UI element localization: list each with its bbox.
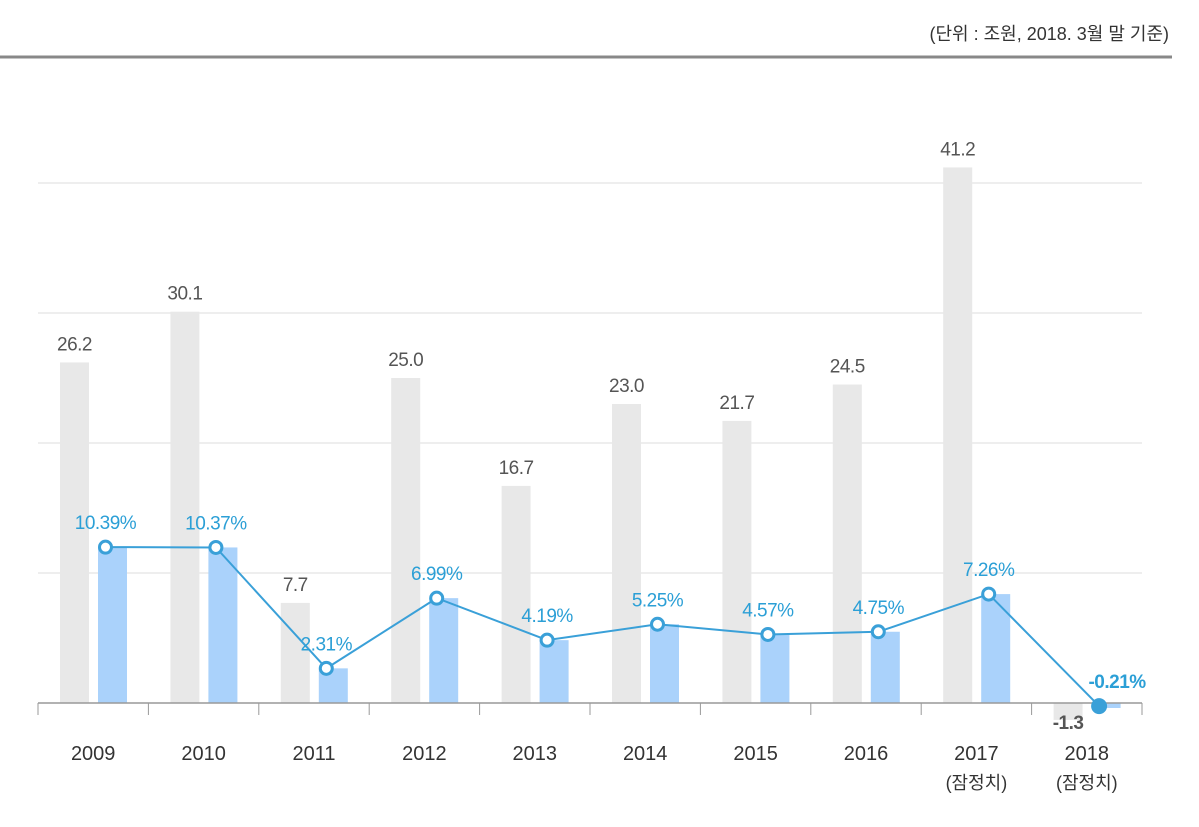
rate-value-label: 2.31% <box>301 634 353 655</box>
amount-bar <box>280 602 310 703</box>
amount-bar <box>943 167 973 703</box>
amount-bar <box>722 420 752 703</box>
rate-value-label: 10.39% <box>75 513 137 534</box>
x-tick-label: 2014 <box>623 743 668 765</box>
rate-bars <box>98 547 1121 708</box>
x-tick-label: 2010 <box>181 743 226 765</box>
unit-note: (단위 : 조원, 2018. 3월 말 기준) <box>929 24 1169 44</box>
x-tick-label: 2017 <box>954 743 999 765</box>
data-labels: 26.2 10.39% 30.1 10.37% 7.7 2.31% 25.0 6.99% 16.… <box>57 139 1147 734</box>
rate-line <box>105 546 1100 707</box>
rate-bar <box>208 547 238 703</box>
x-tick-label: 2016 <box>844 743 889 765</box>
x-tick-label: 2013 <box>513 743 558 765</box>
rate-marker <box>318 660 334 676</box>
amount-bar <box>612 404 641 703</box>
x-tick-label: 2015 <box>733 743 778 765</box>
rate-value-label: -0.21% <box>1088 672 1146 693</box>
rate-value-label: 5.25% <box>632 590 684 611</box>
rate-marker <box>1091 698 1108 715</box>
amount-bar <box>170 311 200 703</box>
rate-bar <box>650 624 679 703</box>
x-tick-label: 2009 <box>71 743 116 765</box>
amount-value-label: 16.7 <box>499 458 534 479</box>
rate-marker <box>650 616 665 632</box>
x-axis <box>37 702 1143 715</box>
amount-value-label: 25.0 <box>388 350 423 371</box>
x-tick-label: 2018 <box>1065 743 1110 765</box>
amount-value-label: 41.2 <box>940 139 975 160</box>
amount-value-label: 7.7 <box>283 575 308 596</box>
amount-bar <box>501 485 531 703</box>
rate-bar <box>760 634 790 703</box>
rate-value-label: 4.19% <box>521 606 573 627</box>
rate-marker <box>208 539 224 555</box>
rate-marker <box>870 624 886 640</box>
amount-bar <box>391 378 421 703</box>
amount-bar <box>832 384 862 703</box>
rate-value-label: 7.26% <box>963 560 1015 581</box>
rate-marker <box>98 539 113 555</box>
amount-bars <box>60 167 1083 720</box>
amount-value-label: -1.3 <box>1053 713 1084 734</box>
rate-markers <box>98 539 1108 715</box>
x-tick-label: 2012 <box>402 743 447 765</box>
rate-bar <box>429 598 459 703</box>
rate-bar <box>539 640 569 703</box>
x-tick-labels: 2009 2010 2011 2012 2013 2014 2015 2016 2017 (잠정치… <box>71 743 1118 793</box>
rate-value-label: 10.37% <box>185 513 247 534</box>
rate-marker <box>981 586 997 602</box>
rate-bar <box>870 631 900 703</box>
rate-value-label: 6.99% <box>411 564 463 585</box>
x-tick-sublabel: (잠정치) <box>1056 773 1118 793</box>
amount-value-label: 30.1 <box>167 284 202 305</box>
rate-value-label: 4.75% <box>853 598 905 619</box>
amount-value-label: 24.5 <box>830 357 865 378</box>
amount-value-label: 23.0 <box>609 376 644 397</box>
amount-value-label: 21.7 <box>719 393 754 414</box>
x-tick-sublabel: (잠정치) <box>946 773 1008 793</box>
rate-value-label: 4.57% <box>742 600 794 621</box>
amount-bar <box>1053 703 1083 720</box>
rate-marker <box>539 632 555 648</box>
rate-bar <box>98 547 127 703</box>
amount-bar <box>60 362 89 703</box>
rate-marker <box>760 626 776 642</box>
x-tick-label: 2011 <box>292 743 335 765</box>
rate-marker <box>429 590 445 606</box>
amount-value-label: 26.2 <box>57 334 92 355</box>
